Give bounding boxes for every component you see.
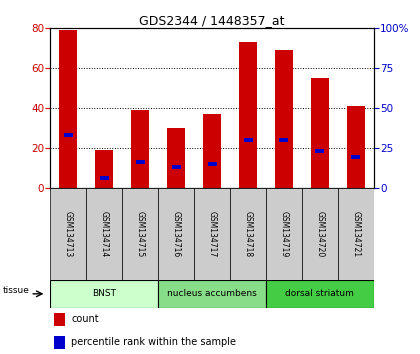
Text: GSM134718: GSM134718 <box>244 211 252 257</box>
Bar <box>352 155 360 159</box>
Bar <box>158 280 266 308</box>
Bar <box>194 188 230 280</box>
Bar <box>50 188 87 280</box>
Bar <box>207 162 217 166</box>
Text: GSM134719: GSM134719 <box>279 211 289 257</box>
Bar <box>244 138 252 142</box>
Text: GSM134713: GSM134713 <box>64 211 73 257</box>
Bar <box>347 106 365 188</box>
Text: GSM134716: GSM134716 <box>172 211 181 257</box>
Bar <box>100 176 109 180</box>
Text: BNST: BNST <box>92 289 116 298</box>
Bar <box>54 336 65 349</box>
Bar <box>50 280 158 308</box>
Text: GSM134717: GSM134717 <box>207 211 217 257</box>
Text: tissue: tissue <box>3 286 29 296</box>
Bar <box>54 313 65 326</box>
Bar <box>239 42 257 188</box>
Bar <box>59 30 77 188</box>
Bar <box>95 150 113 188</box>
Bar <box>311 78 329 188</box>
Bar <box>275 50 293 188</box>
Text: GSM134720: GSM134720 <box>315 211 324 257</box>
Bar <box>131 110 149 188</box>
Bar <box>136 160 145 164</box>
Bar <box>266 280 374 308</box>
Text: percentile rank within the sample: percentile rank within the sample <box>71 337 236 348</box>
Bar <box>158 188 194 280</box>
Bar <box>315 149 324 153</box>
Bar <box>279 138 289 142</box>
Bar <box>87 188 122 280</box>
Text: dorsal striatum: dorsal striatum <box>286 289 354 298</box>
Title: GDS2344 / 1448357_at: GDS2344 / 1448357_at <box>139 14 285 27</box>
Bar <box>64 133 73 137</box>
Bar <box>338 188 374 280</box>
Bar <box>172 165 181 169</box>
Bar <box>302 188 338 280</box>
Bar <box>266 188 302 280</box>
Text: GSM134714: GSM134714 <box>100 211 109 257</box>
Text: nucleus accumbens: nucleus accumbens <box>167 289 257 298</box>
Bar <box>230 188 266 280</box>
Text: GSM134715: GSM134715 <box>136 211 145 257</box>
Text: count: count <box>71 314 99 325</box>
Bar <box>203 114 221 188</box>
Text: GSM134721: GSM134721 <box>352 211 360 257</box>
Bar <box>167 128 185 188</box>
Bar <box>122 188 158 280</box>
